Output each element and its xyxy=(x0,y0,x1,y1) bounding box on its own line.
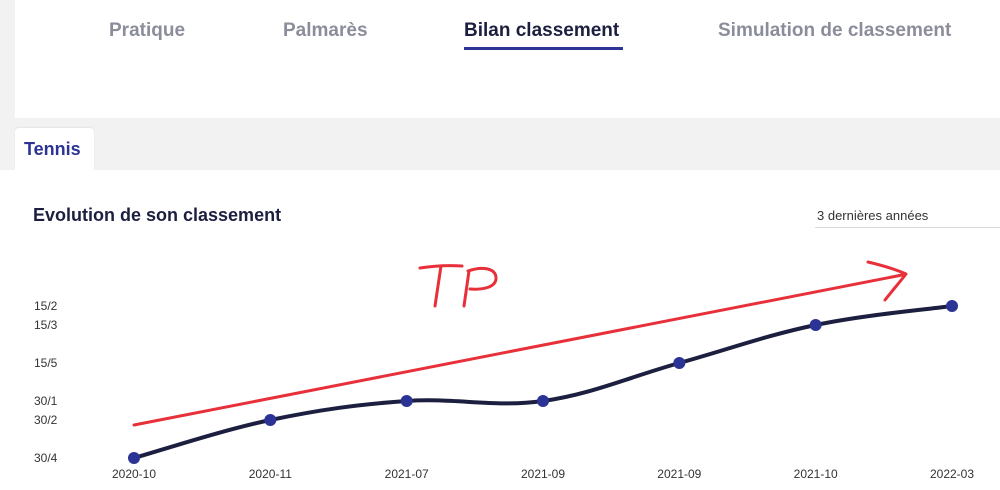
y-axis-ticks: 30/4 30/2 30/1 15/5 15/3 15/2 xyxy=(34,299,58,465)
handwritten-annotation xyxy=(132,260,908,427)
tab-tennis[interactable]: Tennis xyxy=(15,128,94,170)
y-tick-label: 15/2 xyxy=(34,299,58,313)
data-point[interactable] xyxy=(128,452,140,464)
annotation-letter-t xyxy=(418,264,464,308)
annotation-arrow-head xyxy=(866,260,908,302)
tab-tennis-label: Tennis xyxy=(24,139,81,159)
nav-item-simulation-classement[interactable]: Simulation de classement xyxy=(718,20,952,41)
x-tick-label: 2021-09 xyxy=(657,467,701,481)
x-tick-label: 2021-10 xyxy=(794,467,838,481)
data-point[interactable] xyxy=(673,357,686,369)
y-tick-label: 15/3 xyxy=(34,318,58,332)
series-line xyxy=(132,304,954,460)
y-tick-label: 15/5 xyxy=(34,356,58,370)
data-point[interactable] xyxy=(264,414,277,426)
nav-item-pratique[interactable]: Pratique xyxy=(109,20,186,41)
y-tick-label: 30/2 xyxy=(34,413,58,427)
x-tick-label: 2021-07 xyxy=(385,467,429,481)
active-tab-underline xyxy=(464,47,623,50)
annotation-arrow-shaft xyxy=(132,273,904,427)
data-point[interactable] xyxy=(400,395,413,407)
x-axis-ticks: 2020-10 2020-11 2021-07 2021-09 2021-09 2021-… xyxy=(112,467,974,481)
nav-item-palmares[interactable]: Palmarès xyxy=(283,20,368,41)
tab-bar xyxy=(0,118,1000,170)
section-title: Evolution de son classement xyxy=(33,205,282,225)
y-tick-label: 30/1 xyxy=(34,394,58,408)
series-points xyxy=(128,300,958,464)
data-point[interactable] xyxy=(537,395,549,407)
period-select[interactable]: 3 dernières années xyxy=(815,207,1000,228)
period-select-value: 3 dernières années xyxy=(817,208,929,223)
x-tick-label: 2020-11 xyxy=(249,467,292,481)
annotation-letter-p xyxy=(462,266,498,308)
x-tick-label: 2022-03 xyxy=(930,467,974,481)
nav-item-bilan-classement[interactable]: Bilan classement xyxy=(464,20,620,41)
top-nav: Pratique Palmarès Bilan classement Simul… xyxy=(15,0,1000,118)
x-tick-label: 2020-10 xyxy=(112,467,156,481)
y-tick-label: 30/4 xyxy=(34,451,58,465)
x-tick-label: 2021-09 xyxy=(521,467,565,481)
data-point[interactable] xyxy=(809,319,822,331)
data-point[interactable] xyxy=(946,300,958,312)
